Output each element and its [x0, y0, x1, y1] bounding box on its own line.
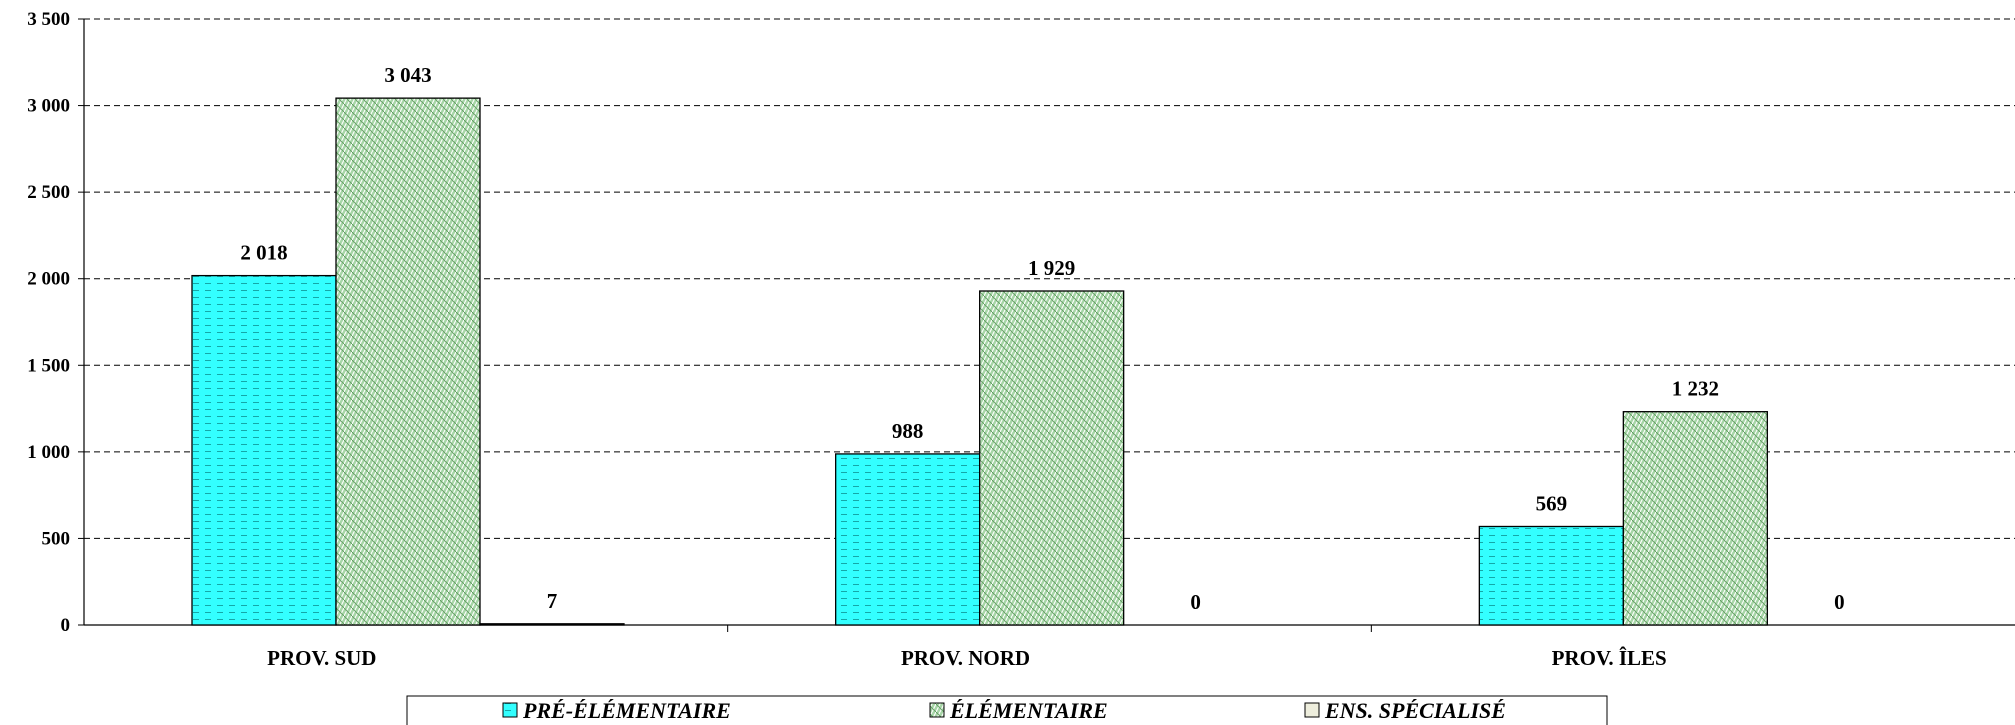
legend: PRÉ-ÉLÉMENTAIRE ÉLÉMENTAIRE ENS. SPÉCIALIS… — [406, 695, 1608, 725]
legend-swatch-ens-specialise — [1304, 702, 1320, 718]
y-tick-label: 3 000 — [27, 96, 70, 117]
y-tick-label: 1 000 — [27, 442, 70, 463]
legend-swatch-elementaire — [929, 702, 945, 718]
legend-swatch-pre-elementaire — [502, 702, 518, 718]
x-tick-label-prov-nord: PROV. NORD — [901, 646, 1030, 670]
x-tick-label-prov-sud: PROV. SUD — [267, 646, 376, 670]
y-tick-label: 2 500 — [27, 182, 70, 203]
bar-elementaire-prov-sud — [335, 97, 481, 626]
data-label-elementaire-prov-nord: 1 929 — [1028, 256, 1075, 280]
legend-label-ens-specialise: ENS. SPÉCIALISÉ — [1324, 698, 1506, 723]
data-label-pre-elementaire-prov-nord: 988 — [892, 419, 924, 443]
bar-elementaire-prov-iles — [1622, 411, 1768, 626]
y-tick-label: 500 — [42, 528, 71, 549]
y-tick-label: 1 500 — [27, 355, 70, 376]
bar-elementaire-prov-nord — [979, 290, 1125, 626]
bar-pre-elementaire-prov-iles — [1478, 525, 1624, 626]
data-label-pre-elementaire-prov-sud: 2 018 — [240, 241, 287, 265]
data-labels: 2 018 3 043 7 988 1 929 0 569 1 232 0 — [240, 63, 1844, 614]
legend-box — [406, 695, 1608, 725]
data-label-elementaire-prov-iles: 1 232 — [1672, 377, 1719, 401]
y-tick-label: 3 500 — [27, 9, 70, 30]
data-label-elementaire-prov-sud: 3 043 — [384, 63, 431, 87]
data-label-ens-specialise-prov-sud: 7 — [547, 589, 558, 613]
data-label-ens-specialise-prov-iles: 0 — [1834, 590, 1845, 614]
bar-pre-elementaire-prov-nord — [835, 453, 981, 626]
legend-label-pre-elementaire: PRÉ-ÉLÉMENTAIRE — [522, 698, 731, 723]
y-tick-label: 2 000 — [27, 269, 70, 290]
bar-ens-specialise-prov-sud — [479, 623, 625, 626]
x-tick-label-prov-iles: PROV. ÎLES — [1552, 646, 1667, 670]
bars — [191, 97, 1768, 626]
y-tick-label: 0 — [61, 615, 71, 636]
data-label-pre-elementaire-prov-iles: 569 — [1536, 491, 1568, 515]
bar-pre-elementaire-prov-sud — [191, 274, 337, 626]
data-label-ens-specialise-prov-nord: 0 — [1190, 590, 1201, 614]
legend-label-elementaire: ÉLÉMENTAIRE — [949, 698, 1108, 723]
